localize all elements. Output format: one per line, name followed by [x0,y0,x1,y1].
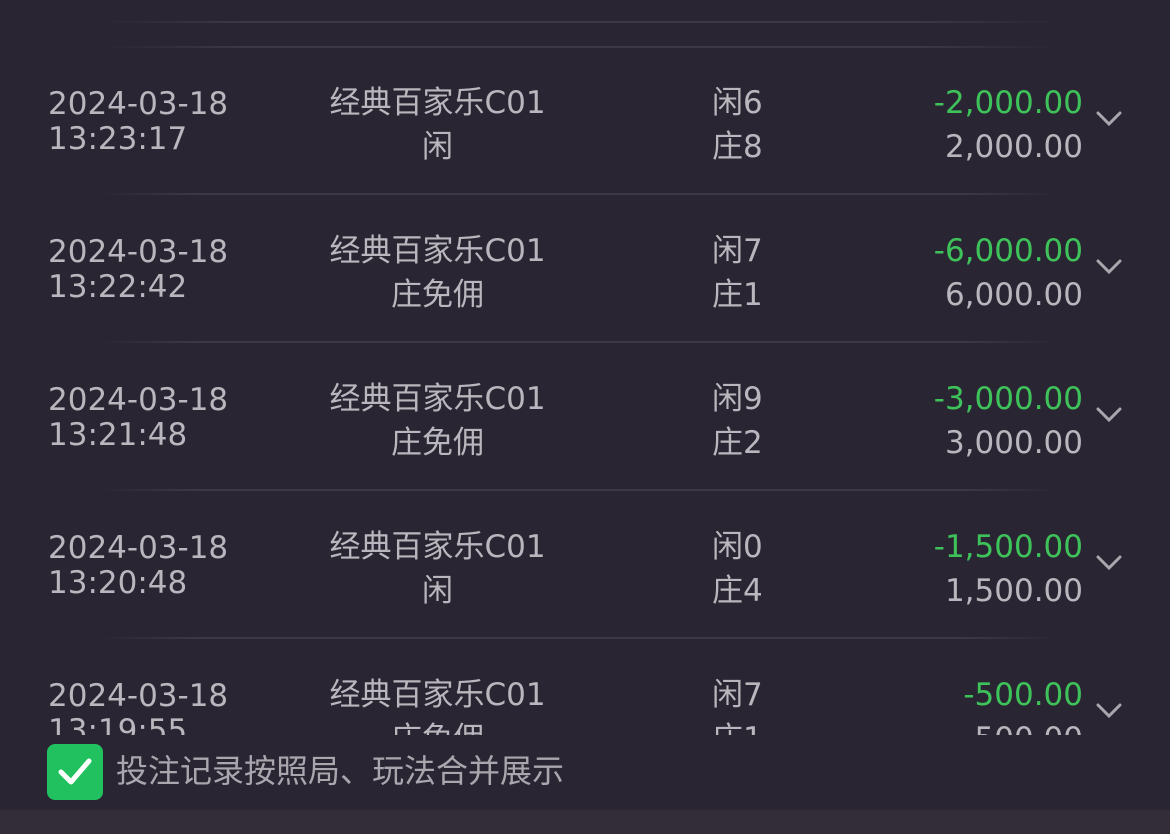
bet-record-list: 2024-03-18 13:23:17 经典百家乐C01 闲 闲6 庄8 -2,000… [0,21,1170,735]
record-game: 经典百家乐C01 闲 [290,81,585,169]
divider [100,637,1060,639]
win-loss-amount: -2,000.00 [933,85,1083,121]
bet-type: 闲 [422,573,453,609]
game-name: 经典百家乐C01 [329,529,546,565]
record-amount: -500.00 500.00 [963,673,1083,735]
record-time: 13:19:55 [48,713,188,736]
chevron-down-icon[interactable] [1095,257,1123,277]
record-time: 13:22:42 [48,269,188,305]
win-loss-amount: -3,000.00 [933,381,1083,417]
record-amount: -6,000.00 6,000.00 [934,229,1083,317]
stake-amount: 1,500.00 [944,573,1083,609]
win-loss-amount: -500.00 [963,677,1083,713]
stake-amount: 6,000.00 [944,277,1083,313]
record-time: 13:23:17 [48,121,188,157]
record-date: 2024-03-18 [48,678,229,714]
record-amount: -2,000.00 2,000.00 [934,81,1083,169]
merge-checkbox-label[interactable]: 投注记录按照局、玩法合并展示 [116,752,565,790]
record-date: 2024-03-18 [48,382,229,418]
divider [100,46,1060,48]
record-datetime: 2024-03-18 13:19:55 [48,678,229,736]
record-datetime: 2024-03-18 13:21:48 [48,383,228,453]
win-loss-amount: -1,500.00 [933,529,1083,565]
checkmark-icon [58,758,92,785]
record-date: 2024-03-18 [48,86,229,122]
footer: 投注记录按照局、玩法合并展示 [0,735,1170,810]
player-result: 闲9 [712,381,763,417]
player-result: 闲7 [712,677,763,713]
record-result: 闲9 庄2 [712,377,763,465]
record-row[interactable]: 2024-03-18 13:22:42 经典百家乐C01 庄免佣 闲7 庄1 -6,0… [0,195,1170,343]
bet-type: 庄免佣 [391,425,484,461]
game-name: 经典百家乐C01 [329,677,546,713]
record-result: 闲0 庄4 [712,525,763,613]
stake-amount: 500.00 [963,717,1083,735]
record-date: 2024-03-18 [48,234,229,270]
banker-result: 庄4 [712,573,763,609]
record-datetime: 2024-03-18 13:20:48 [48,531,228,601]
bet-type: 庄免佣 [290,717,585,735]
divider [100,21,1060,23]
record-row[interactable]: 2024-03-18 13:21:48 经典百家乐C01 庄免佣 闲9 庄2 -3,0… [0,343,1170,491]
banker-result: 庄1 [712,717,763,735]
record-time: 13:21:48 [48,417,188,453]
bet-type: 庄免佣 [391,277,484,313]
stake-amount: 3,000.00 [944,425,1083,461]
bottom-bar [0,810,1170,834]
game-name: 经典百家乐C01 [329,85,546,121]
player-result: 闲6 [712,85,763,121]
player-result: 闲7 [712,233,763,269]
record-game: 经典百家乐C01 庄免佣 [290,673,585,735]
record-date: 2024-03-18 [48,530,229,566]
chevron-down-icon[interactable] [1095,405,1123,425]
record-datetime: 2024-03-18 13:23:17 [48,87,228,157]
chevron-down-icon[interactable] [1095,553,1123,573]
player-result: 闲0 [712,529,763,565]
banker-result: 庄1 [712,277,763,313]
divider [100,489,1060,491]
stake-amount: 2,000.00 [944,129,1083,165]
chevron-down-icon[interactable] [1095,109,1123,129]
banker-result: 庄2 [712,425,763,461]
record-game: 经典百家乐C01 庄免佣 [290,377,585,465]
record-datetime: 2024-03-18 13:22:42 [48,235,228,305]
game-name: 经典百家乐C01 [329,381,546,417]
banker-result: 庄8 [712,129,763,165]
record-amount: -1,500.00 1,500.00 [934,525,1083,613]
divider [100,341,1060,343]
record-game: 经典百家乐C01 庄免佣 [290,229,585,317]
bet-type: 闲 [422,129,453,165]
record-time: 13:20:48 [48,565,188,601]
record-game: 经典百家乐C01 闲 [290,525,585,613]
record-row[interactable]: 2024-03-18 13:23:17 经典百家乐C01 闲 闲6 庄8 -2,000… [0,47,1170,195]
record-result: 闲6 庄8 [712,81,763,169]
win-loss-amount: -6,000.00 [933,233,1083,269]
game-name: 经典百家乐C01 [329,233,546,269]
record-amount: -3,000.00 3,000.00 [934,377,1083,465]
merge-checkbox[interactable] [47,744,103,800]
record-row[interactable]: 2024-03-18 13:20:48 经典百家乐C01 闲 闲0 庄4 -1,500… [0,491,1170,639]
divider [100,193,1060,195]
chevron-down-icon[interactable] [1095,701,1123,721]
